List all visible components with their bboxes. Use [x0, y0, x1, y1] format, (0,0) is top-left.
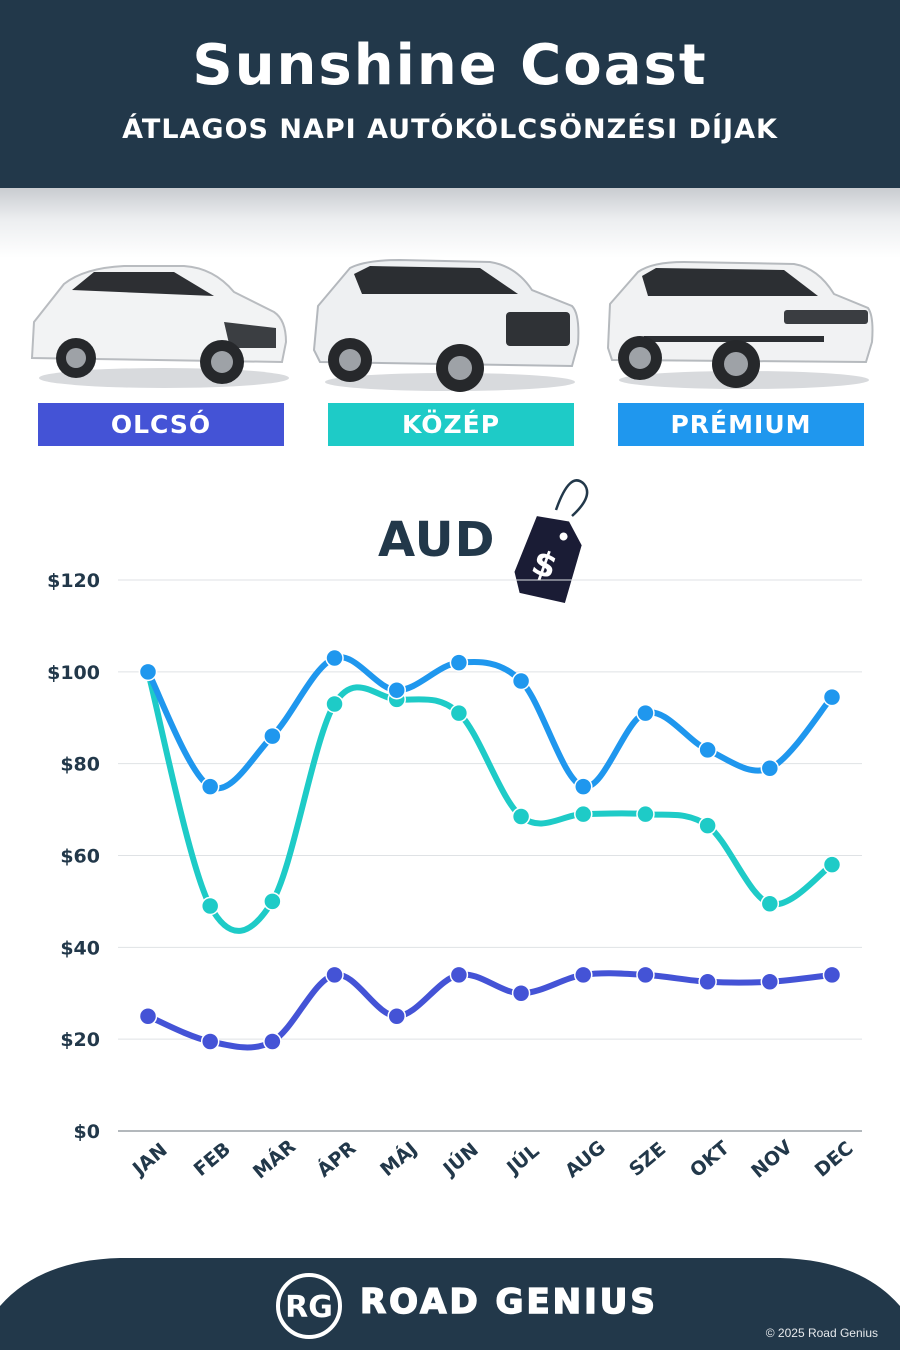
series-line-1: [145, 668, 835, 934]
y-tick-label: $120: [47, 570, 100, 592]
x-tick-label: DEC: [811, 1137, 858, 1181]
footer-band: [0, 1258, 900, 1350]
x-tick-label: JÚL: [500, 1138, 543, 1180]
category-badge-premium: PRÉMIUM: [618, 403, 864, 446]
data-point: [511, 671, 531, 691]
data-point: [325, 694, 344, 714]
data-point: [698, 972, 717, 992]
logo-initials: RG: [285, 1290, 333, 1325]
data-point: [325, 648, 344, 668]
data-point: [200, 1032, 220, 1051]
copyright: © 2025 Road Genius: [765, 1326, 878, 1340]
y-tick-label: $20: [60, 1029, 100, 1051]
brand-name: ROAD GENIUS: [359, 1281, 658, 1323]
header-shade: [0, 188, 900, 258]
data-point: [698, 740, 717, 760]
currency-label: AUD: [378, 512, 496, 568]
data-point: [449, 653, 469, 672]
hatchback-car-image: [30, 265, 289, 388]
x-tick-label: MÁR: [248, 1134, 300, 1183]
x-tick-label: MÁJ: [376, 1137, 422, 1181]
suv-car-image: [312, 258, 580, 392]
data-point: [822, 855, 842, 874]
data-point: [138, 662, 158, 682]
data-point: [387, 1006, 406, 1026]
series-line-0: [145, 970, 835, 1051]
data-point: [698, 816, 717, 835]
line-chart: $0 $20 $40 $60 $80 $100 $120 JAN FEB MÁR ÁPR MÁJ JÚN…: [47, 570, 862, 1183]
x-tick-label: JAN: [127, 1139, 172, 1181]
data-point: [263, 726, 282, 746]
page-subtitle: ÁTLAGOS NAPI AUTÓKÖLCSÖNZÉSI DÍJAK: [122, 114, 778, 145]
data-point: [325, 965, 344, 985]
data-point: [822, 965, 842, 985]
data-point: [511, 807, 531, 826]
data-point: [574, 965, 593, 985]
x-tick-label: ÁPR: [312, 1136, 360, 1182]
road-genius-logo-icon: RG: [276, 1273, 342, 1339]
y-tick-label: $40: [60, 937, 100, 959]
x-tick-label: SZE: [625, 1138, 670, 1181]
x-tick-label: NOV: [747, 1136, 797, 1183]
y-tick-label: $60: [60, 846, 100, 868]
data-point: [636, 804, 655, 824]
data-point: [138, 1006, 158, 1026]
y-tick-label: $0: [74, 1121, 100, 1143]
data-point: [511, 984, 531, 1003]
data-point: [449, 965, 469, 985]
data-point: [760, 894, 780, 913]
data-point: [263, 892, 282, 911]
x-tick-label: JÚN: [436, 1137, 482, 1181]
header: Sunshine Coast ÁTLAGOS NAPI AUTÓKÖLCSÖNZ…: [0, 0, 900, 188]
data-point: [760, 972, 780, 992]
x-tick-label: AUG: [561, 1136, 610, 1182]
page-title: Sunshine Coast: [192, 33, 708, 98]
data-point: [574, 777, 593, 796]
data-point: [387, 680, 406, 700]
premium-suv-car-image: [606, 260, 874, 389]
category-badge-budget: OLCSÓ: [38, 403, 284, 446]
data-point: [263, 1032, 282, 1051]
data-point: [200, 777, 220, 796]
data-point: [200, 896, 220, 916]
x-tick-label: FEB: [190, 1138, 235, 1181]
y-tick-label: $80: [60, 754, 100, 776]
x-tick-label: OKT: [686, 1137, 734, 1182]
data-point: [760, 759, 780, 778]
y-tick-label: $100: [47, 662, 100, 684]
category-badge-mid: KÖZÉP: [328, 403, 574, 446]
data-point: [574, 804, 593, 824]
category-label-premium: PRÉMIUM: [670, 410, 812, 439]
data-point: [449, 703, 469, 723]
data-point: [636, 965, 655, 985]
data-point: [636, 703, 655, 723]
data-point: [822, 687, 842, 707]
category-label-budget: OLCSÓ: [110, 410, 212, 439]
category-label-mid: KÖZÉP: [401, 410, 501, 439]
